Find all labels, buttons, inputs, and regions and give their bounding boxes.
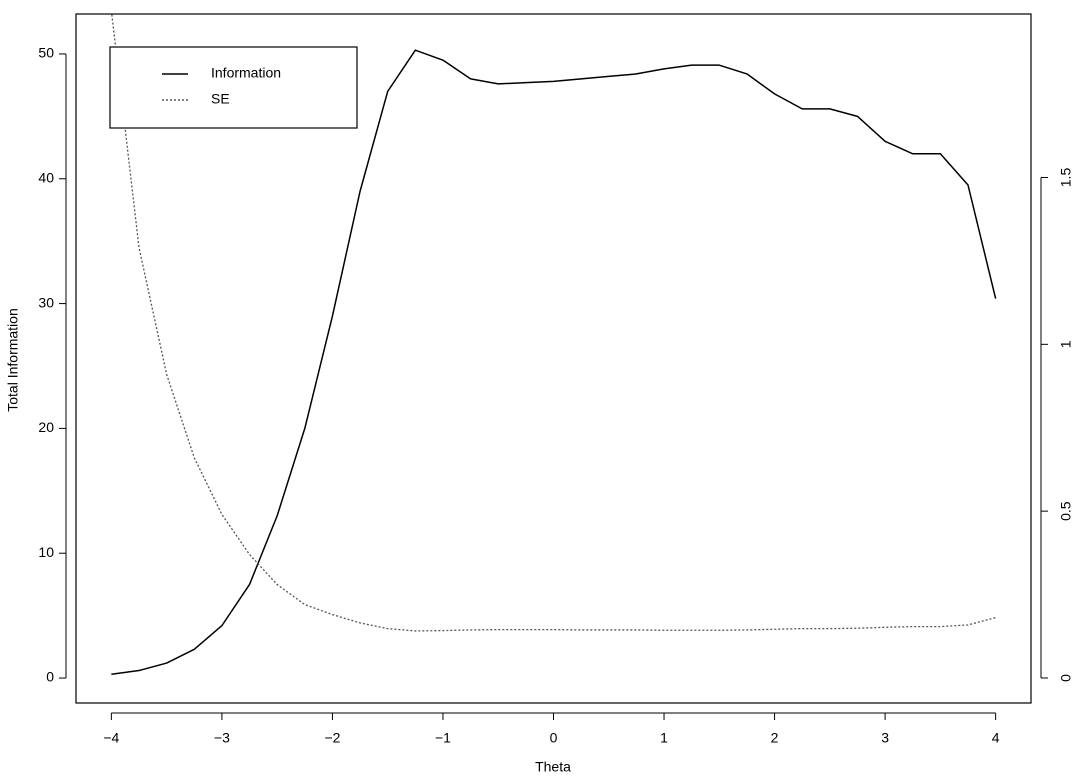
data-line [111,14,996,632]
x-tick-label: −2 [324,730,340,746]
data-line [111,49,997,676]
y2-tick-label: 0.5 [1058,501,1074,521]
x-tick-label: 1 [660,730,668,746]
y-tick-label: 40 [38,169,54,185]
y2-tick-label: 1 [1058,340,1074,348]
x-axis-title: Theta [535,759,571,775]
y-tick-label: 0 [46,669,54,685]
y-tick-label: 10 [38,544,54,560]
y2-tick-label: 0 [1058,674,1074,682]
y-axis-title: Total Information [5,308,21,412]
legend-label: Information [211,65,281,81]
plot-frame [75,13,1032,704]
plot-area [111,14,997,676]
y-tick-label: 30 [38,294,54,310]
legend-box [109,46,358,129]
x-tick-label: 3 [881,730,889,746]
x-tick-label: −4 [103,730,119,746]
x-tick-label: −3 [214,730,230,746]
x-tick-label: 0 [550,730,558,746]
y-tick-label: 20 [38,419,54,435]
legend-label: SE [211,91,230,107]
x-tick-label: −1 [435,730,451,746]
x-tick-label: 2 [771,730,779,746]
y-tick-label: 50 [38,45,54,61]
x-tick-label: 4 [992,730,1000,746]
y2-tick-label: 1.5 [1058,168,1074,188]
